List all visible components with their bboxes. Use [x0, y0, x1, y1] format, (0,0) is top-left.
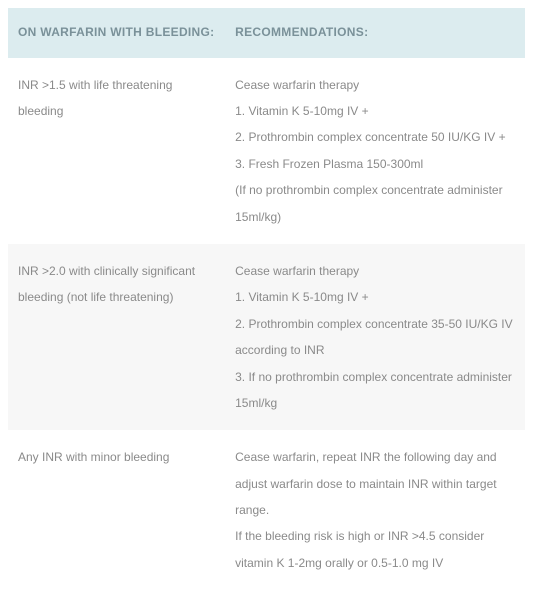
recommendation-cell: Cease warfarin, repeat INR the following… [225, 430, 525, 590]
rec-line: 2. Prothrombin complex concentrate 35-50… [235, 311, 515, 364]
condition-cell: INR >1.5 with life threatening bleeding [8, 58, 225, 244]
recommendation-cell: Cease warfarin therapy 1. Vitamin K 5-10… [225, 244, 525, 430]
rec-line: 1. Vitamin K 5-10mg IV + [235, 98, 515, 124]
rec-line: If the bleeding risk is high or INR >4.5… [235, 523, 515, 576]
recommendation-cell: Cease warfarin therapy 1. Vitamin K 5-10… [225, 58, 525, 244]
col-header-condition: ON WARFARIN WITH BLEEDING: [8, 8, 225, 58]
rec-line: Cease warfarin therapy [235, 258, 515, 284]
rec-line: Cease warfarin, repeat INR the following… [235, 444, 515, 523]
table-row: INR >1.5 with life threatening bleeding … [8, 58, 525, 244]
table-header-row: ON WARFARIN WITH BLEEDING: RECOMMENDATIO… [8, 8, 525, 58]
rec-line: 2. Prothrombin complex concentrate 50 IU… [235, 124, 515, 150]
warfarin-bleeding-table: ON WARFARIN WITH BLEEDING: RECOMMENDATIO… [8, 8, 525, 590]
rec-line: 3. If no prothrombin complex concentrate… [235, 364, 515, 417]
table-row: INR >2.0 with clinically significant ble… [8, 244, 525, 430]
rec-line: (If no prothrombin complex concentrate a… [235, 177, 515, 230]
rec-line: 3. Fresh Frozen Plasma 150-300ml [235, 151, 515, 177]
condition-cell: INR >2.0 with clinically significant ble… [8, 244, 225, 430]
rec-line: Cease warfarin therapy [235, 72, 515, 98]
condition-cell: Any INR with minor bleeding [8, 430, 225, 590]
table-row: Any INR with minor bleeding Cease warfar… [8, 430, 525, 590]
col-header-recommendations: RECOMMENDATIONS: [225, 8, 525, 58]
rec-line: 1. Vitamin K 5-10mg IV + [235, 284, 515, 310]
